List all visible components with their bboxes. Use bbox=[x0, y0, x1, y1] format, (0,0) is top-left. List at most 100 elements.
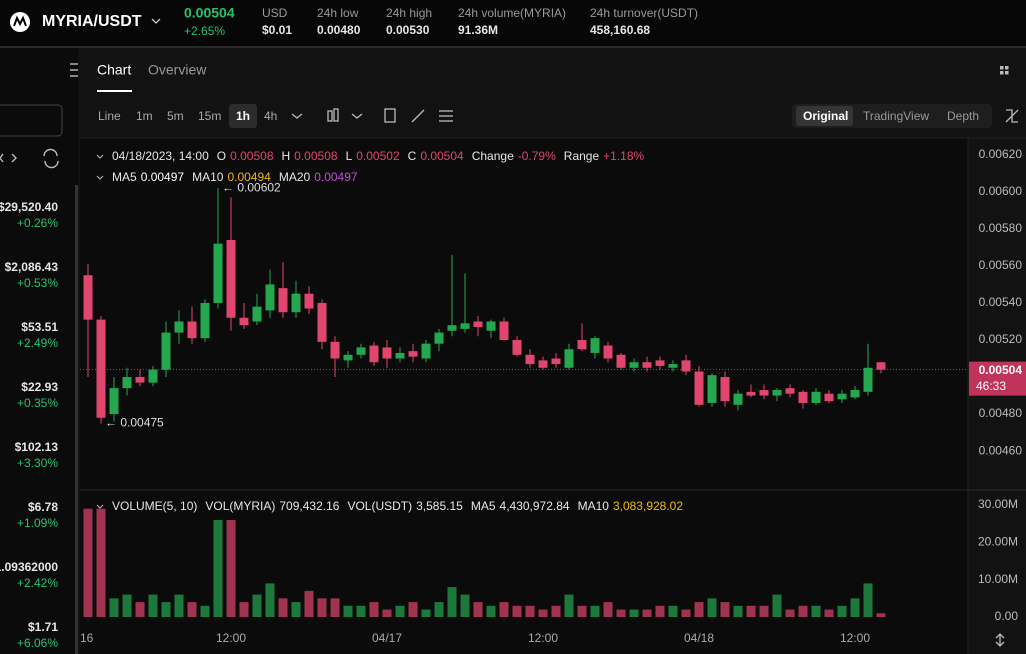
candle-body bbox=[707, 375, 717, 403]
candle-body bbox=[772, 390, 782, 396]
ticker-change: +3.30% bbox=[17, 456, 58, 470]
x-tick-label: 12:00 bbox=[216, 631, 246, 645]
interval[interactable]: 4h bbox=[264, 109, 277, 123]
volume-bar bbox=[213, 519, 223, 618]
candle-body bbox=[356, 347, 366, 355]
volume-bar bbox=[174, 594, 184, 618]
volume-bar bbox=[863, 583, 873, 618]
candle-body bbox=[655, 360, 665, 366]
info-label: H bbox=[282, 149, 291, 163]
candle-body bbox=[473, 321, 483, 328]
volume-bar bbox=[707, 598, 717, 618]
tab-underline bbox=[97, 90, 132, 92]
view[interactable]: TradingView bbox=[863, 109, 929, 123]
volume-bar bbox=[772, 594, 782, 618]
x-tick-label: 12:00 bbox=[528, 631, 558, 645]
tab[interactable]: Overview bbox=[148, 62, 207, 78]
interval[interactable]: 1m bbox=[136, 109, 153, 123]
candle-body bbox=[824, 393, 834, 402]
stat-label: 24h low bbox=[317, 6, 359, 20]
ticker-price[interactable]: $2,086.43 bbox=[5, 260, 59, 274]
interval[interactable]: 1h bbox=[236, 109, 250, 123]
legend-chevrons[interactable] bbox=[96, 154, 104, 509]
candle-body bbox=[785, 388, 795, 394]
candle-body bbox=[681, 360, 691, 372]
candle-body bbox=[96, 319, 106, 418]
volume-bar bbox=[720, 602, 730, 618]
volume-bar bbox=[759, 605, 769, 618]
volume-bar bbox=[499, 602, 509, 618]
chevron[interactable] bbox=[151, 18, 161, 24]
volume-bar bbox=[694, 602, 704, 618]
candle-body bbox=[135, 377, 145, 383]
volume-bar bbox=[668, 605, 678, 618]
candle-body bbox=[395, 352, 405, 359]
volume-tick-label: 0.00 bbox=[995, 609, 1019, 623]
candle-body bbox=[187, 321, 197, 339]
candle-body bbox=[616, 354, 626, 368]
volume-value: 4,430,972.84 bbox=[500, 499, 570, 513]
search-box[interactable] bbox=[0, 104, 63, 137]
stat-label: 24h turnover(USDT) bbox=[590, 6, 698, 20]
ticker-price[interactable]: $22.93 bbox=[21, 380, 58, 394]
candle-body bbox=[733, 393, 743, 405]
candle-body bbox=[694, 371, 704, 405]
stat-value: 91.36M bbox=[458, 23, 498, 37]
interval[interactable]: Line bbox=[98, 109, 121, 123]
volume-bar bbox=[96, 508, 106, 618]
ticker-price[interactable]: 1.09362000 bbox=[0, 560, 58, 574]
volume-bar bbox=[460, 594, 470, 618]
ticker-price[interactable]: $102.13 bbox=[15, 440, 59, 454]
interval[interactable]: 5m bbox=[167, 109, 184, 123]
info-value: 0.00504 bbox=[420, 149, 464, 163]
candle-body bbox=[434, 332, 444, 344]
ticker-price[interactable]: $53.51 bbox=[21, 320, 58, 334]
candle-body bbox=[538, 360, 548, 368]
volume-bar bbox=[434, 602, 444, 618]
volume-name: VOL(USDT) bbox=[347, 499, 412, 513]
volume-bar bbox=[356, 605, 366, 618]
y-tick-label: 0.00540 bbox=[979, 295, 1023, 309]
volume-name: MA10 bbox=[578, 499, 610, 513]
stat-value: 0.00480 bbox=[317, 23, 361, 37]
ticker-price[interactable]: $29,520.40 bbox=[0, 200, 58, 214]
interval[interactable]: 15m bbox=[198, 109, 221, 123]
volume-bar bbox=[239, 602, 249, 618]
volume-bar bbox=[473, 602, 483, 618]
y-tick-label: 0.00620 bbox=[979, 147, 1023, 161]
volume-tick-label: 20.00M bbox=[978, 535, 1018, 549]
volume-bar bbox=[83, 508, 93, 618]
info-value: 0.00502 bbox=[356, 149, 400, 163]
volume-tick-label: 30.00M bbox=[978, 497, 1018, 511]
ticker-price[interactable]: $1.71 bbox=[28, 620, 58, 634]
volume-bar bbox=[850, 598, 860, 618]
layout-icon[interactable] bbox=[1000, 66, 1009, 75]
candle-body bbox=[200, 302, 210, 339]
candle-body bbox=[382, 347, 392, 359]
stat-label: USD bbox=[262, 6, 288, 20]
volume-bar bbox=[785, 609, 795, 618]
tab[interactable]: Chart bbox=[97, 62, 131, 78]
toolbar-icons[interactable] bbox=[291, 108, 1019, 647]
view[interactable]: Original bbox=[803, 109, 848, 123]
symbol[interactable]: MYRIA/USDT bbox=[42, 13, 142, 30]
candle-body bbox=[746, 391, 756, 396]
candle-body bbox=[408, 351, 418, 357]
volume-bar bbox=[226, 519, 236, 618]
volume-bar bbox=[486, 605, 496, 618]
volume-bar bbox=[317, 598, 327, 618]
ticker-price[interactable]: $6.78 bbox=[28, 500, 58, 514]
view-active bbox=[796, 106, 853, 126]
info-value: +1.18% bbox=[603, 149, 644, 163]
view[interactable]: Depth bbox=[947, 109, 979, 123]
candle-body bbox=[603, 345, 613, 359]
sidebar-icons bbox=[0, 63, 78, 169]
y-tick-label: 0.00560 bbox=[979, 258, 1023, 272]
stat-value: $0.01 bbox=[262, 23, 292, 37]
candle-body bbox=[720, 377, 730, 402]
candle-body bbox=[525, 354, 535, 365]
candle-body bbox=[174, 321, 184, 333]
info-label: Change bbox=[472, 149, 514, 163]
info-date: 04/18/2023, 14:00 bbox=[112, 149, 209, 163]
stat-value: 0.00530 bbox=[386, 23, 430, 37]
